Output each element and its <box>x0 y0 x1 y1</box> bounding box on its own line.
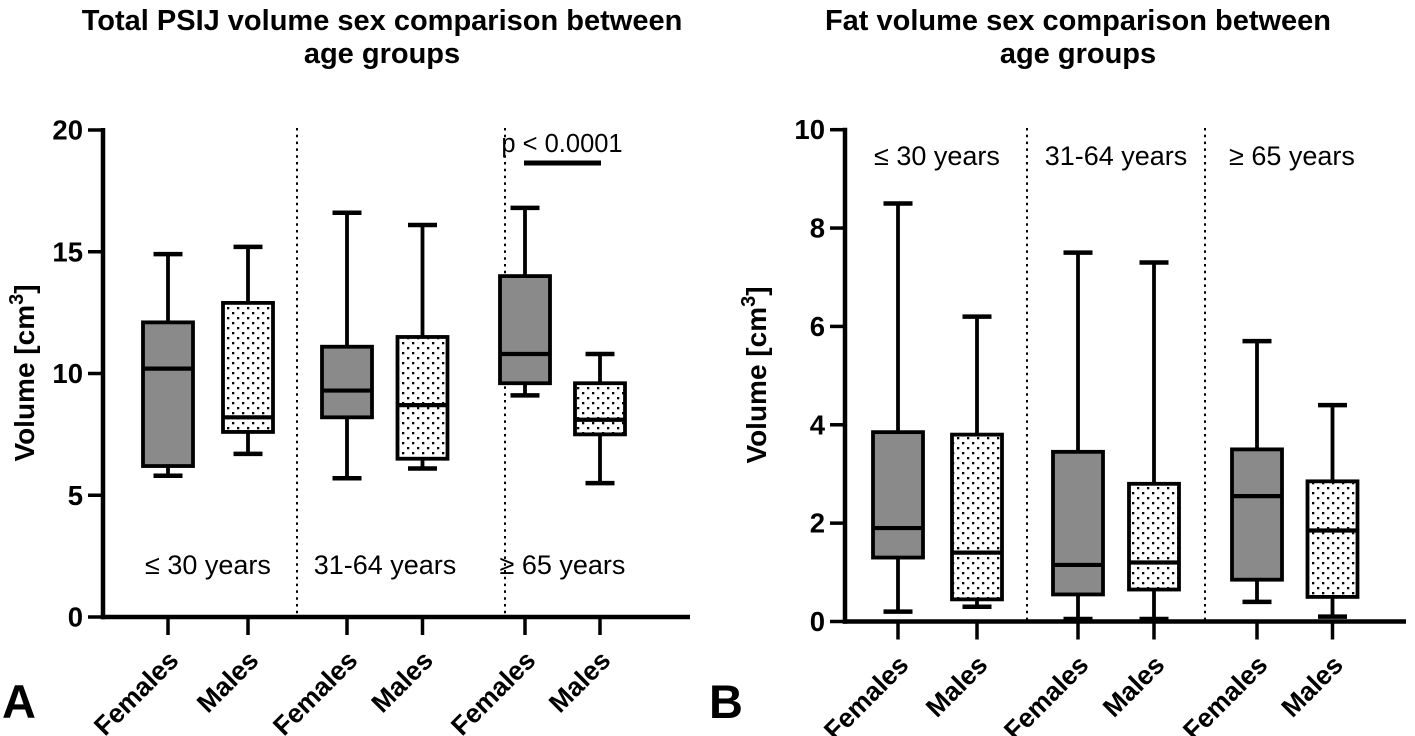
significance-text: p < 0.0001 <box>501 130 622 158</box>
y-tick-label-10: 10 <box>794 114 825 145</box>
x-label-females-65-years: Females <box>1177 650 1273 736</box>
boxplot-males-31-64-years <box>395 222 450 471</box>
iqr-box <box>395 335 450 461</box>
x-label-females-31-64-years: Females <box>267 645 363 736</box>
panel-b-title-line1: Fat volume sex comparison between <box>824 5 1332 37</box>
group-label-65-years: ≥ 65 years <box>500 550 626 580</box>
boxplot-females-65-years <box>1230 338 1284 605</box>
iqr-box <box>1127 481 1181 592</box>
x-label-females-31-64-years: Females <box>998 650 1094 736</box>
panel-b-title: Fat volume sex comparison between age gr… <box>747 5 1409 71</box>
iqr-box <box>573 381 627 437</box>
x-label-males-65-years: Males <box>1275 650 1348 723</box>
panel-b-letter: B <box>709 675 743 728</box>
y-tick-label-8: 8 <box>810 213 825 244</box>
group-label-65-years: ≥ 65 years <box>1229 141 1355 171</box>
y-tick-label-10: 10 <box>52 358 83 389</box>
boxplot-females-65-years <box>498 205 552 398</box>
panel-a-title-line1: Total PSIJ volume sex comparison between <box>81 5 683 37</box>
y-tick-label-4: 4 <box>810 409 826 440</box>
iqr-box <box>950 432 1004 602</box>
y-tick-label-0: 0 <box>68 602 83 633</box>
boxplot-males-65-years <box>1305 402 1360 619</box>
iqr-box <box>320 344 374 420</box>
iqr-box <box>871 430 925 560</box>
panel-a-title-line2: age groups <box>303 38 461 70</box>
x-label-males-30-years: Males <box>920 650 993 723</box>
boxplot-males-30-years <box>221 244 275 457</box>
iqr-box <box>141 320 195 468</box>
panel-b-title-line2: age groups <box>999 38 1157 70</box>
y-axis-title: Volume [cm3] <box>6 284 40 461</box>
panel-b: 0 2 4 6 8 10 ≤ 30 years 31-64 years ≥ 65 years Fe… <box>738 114 1406 736</box>
boxplot-females-31-64-years <box>1051 250 1105 622</box>
boxplot-females-30-years <box>141 251 195 479</box>
group-label-30-years: ≤ 30 years <box>874 141 1000 171</box>
iqr-box <box>1051 449 1105 597</box>
boxplot-females-30-years <box>871 201 925 614</box>
x-label-males-65-years: Males <box>543 645 616 718</box>
iqr-box <box>498 274 552 386</box>
x-label-females-65-years: Females <box>445 645 541 736</box>
panel-a-title: Total PSIJ volume sex comparison between… <box>24 5 740 71</box>
group-label-31-64-years: 31-64 years <box>1045 141 1188 171</box>
y-tick-label-5: 5 <box>68 480 83 511</box>
boxplot-females-31-64-years <box>320 210 374 481</box>
panel-a: 0 5 10 15 20 ≤ 30 years 31-64 years ≥ 65 years F… <box>6 115 690 736</box>
y-tick-label-0: 0 <box>810 606 825 637</box>
y-tick-label-2: 2 <box>810 508 825 539</box>
x-label-males-31-64-years: Males <box>365 645 438 718</box>
boxplot-males-30-years <box>950 314 1004 609</box>
y-axis-title: Volume [cm3] <box>738 286 772 463</box>
y-tick-label-15: 15 <box>52 236 83 267</box>
group-label-31-64-years: 31-64 years <box>314 550 457 580</box>
iqr-box <box>1305 479 1360 599</box>
y-tick-label-20: 20 <box>52 115 83 146</box>
x-label-males-31-64-years: Males <box>1097 650 1170 723</box>
group-label-30-years: ≤ 30 years <box>145 550 271 580</box>
y-tick-label-6: 6 <box>810 311 825 342</box>
x-label-females-30-years: Females <box>88 645 184 736</box>
iqr-box <box>221 300 275 434</box>
panel-a-letter: A <box>2 675 36 728</box>
x-label-females-30-years: Females <box>818 650 914 736</box>
boxplot-males-31-64-years <box>1127 260 1181 622</box>
iqr-box <box>1230 447 1284 582</box>
boxplot-males-65-years <box>573 351 627 486</box>
x-label-males-30-years: Males <box>191 645 264 718</box>
